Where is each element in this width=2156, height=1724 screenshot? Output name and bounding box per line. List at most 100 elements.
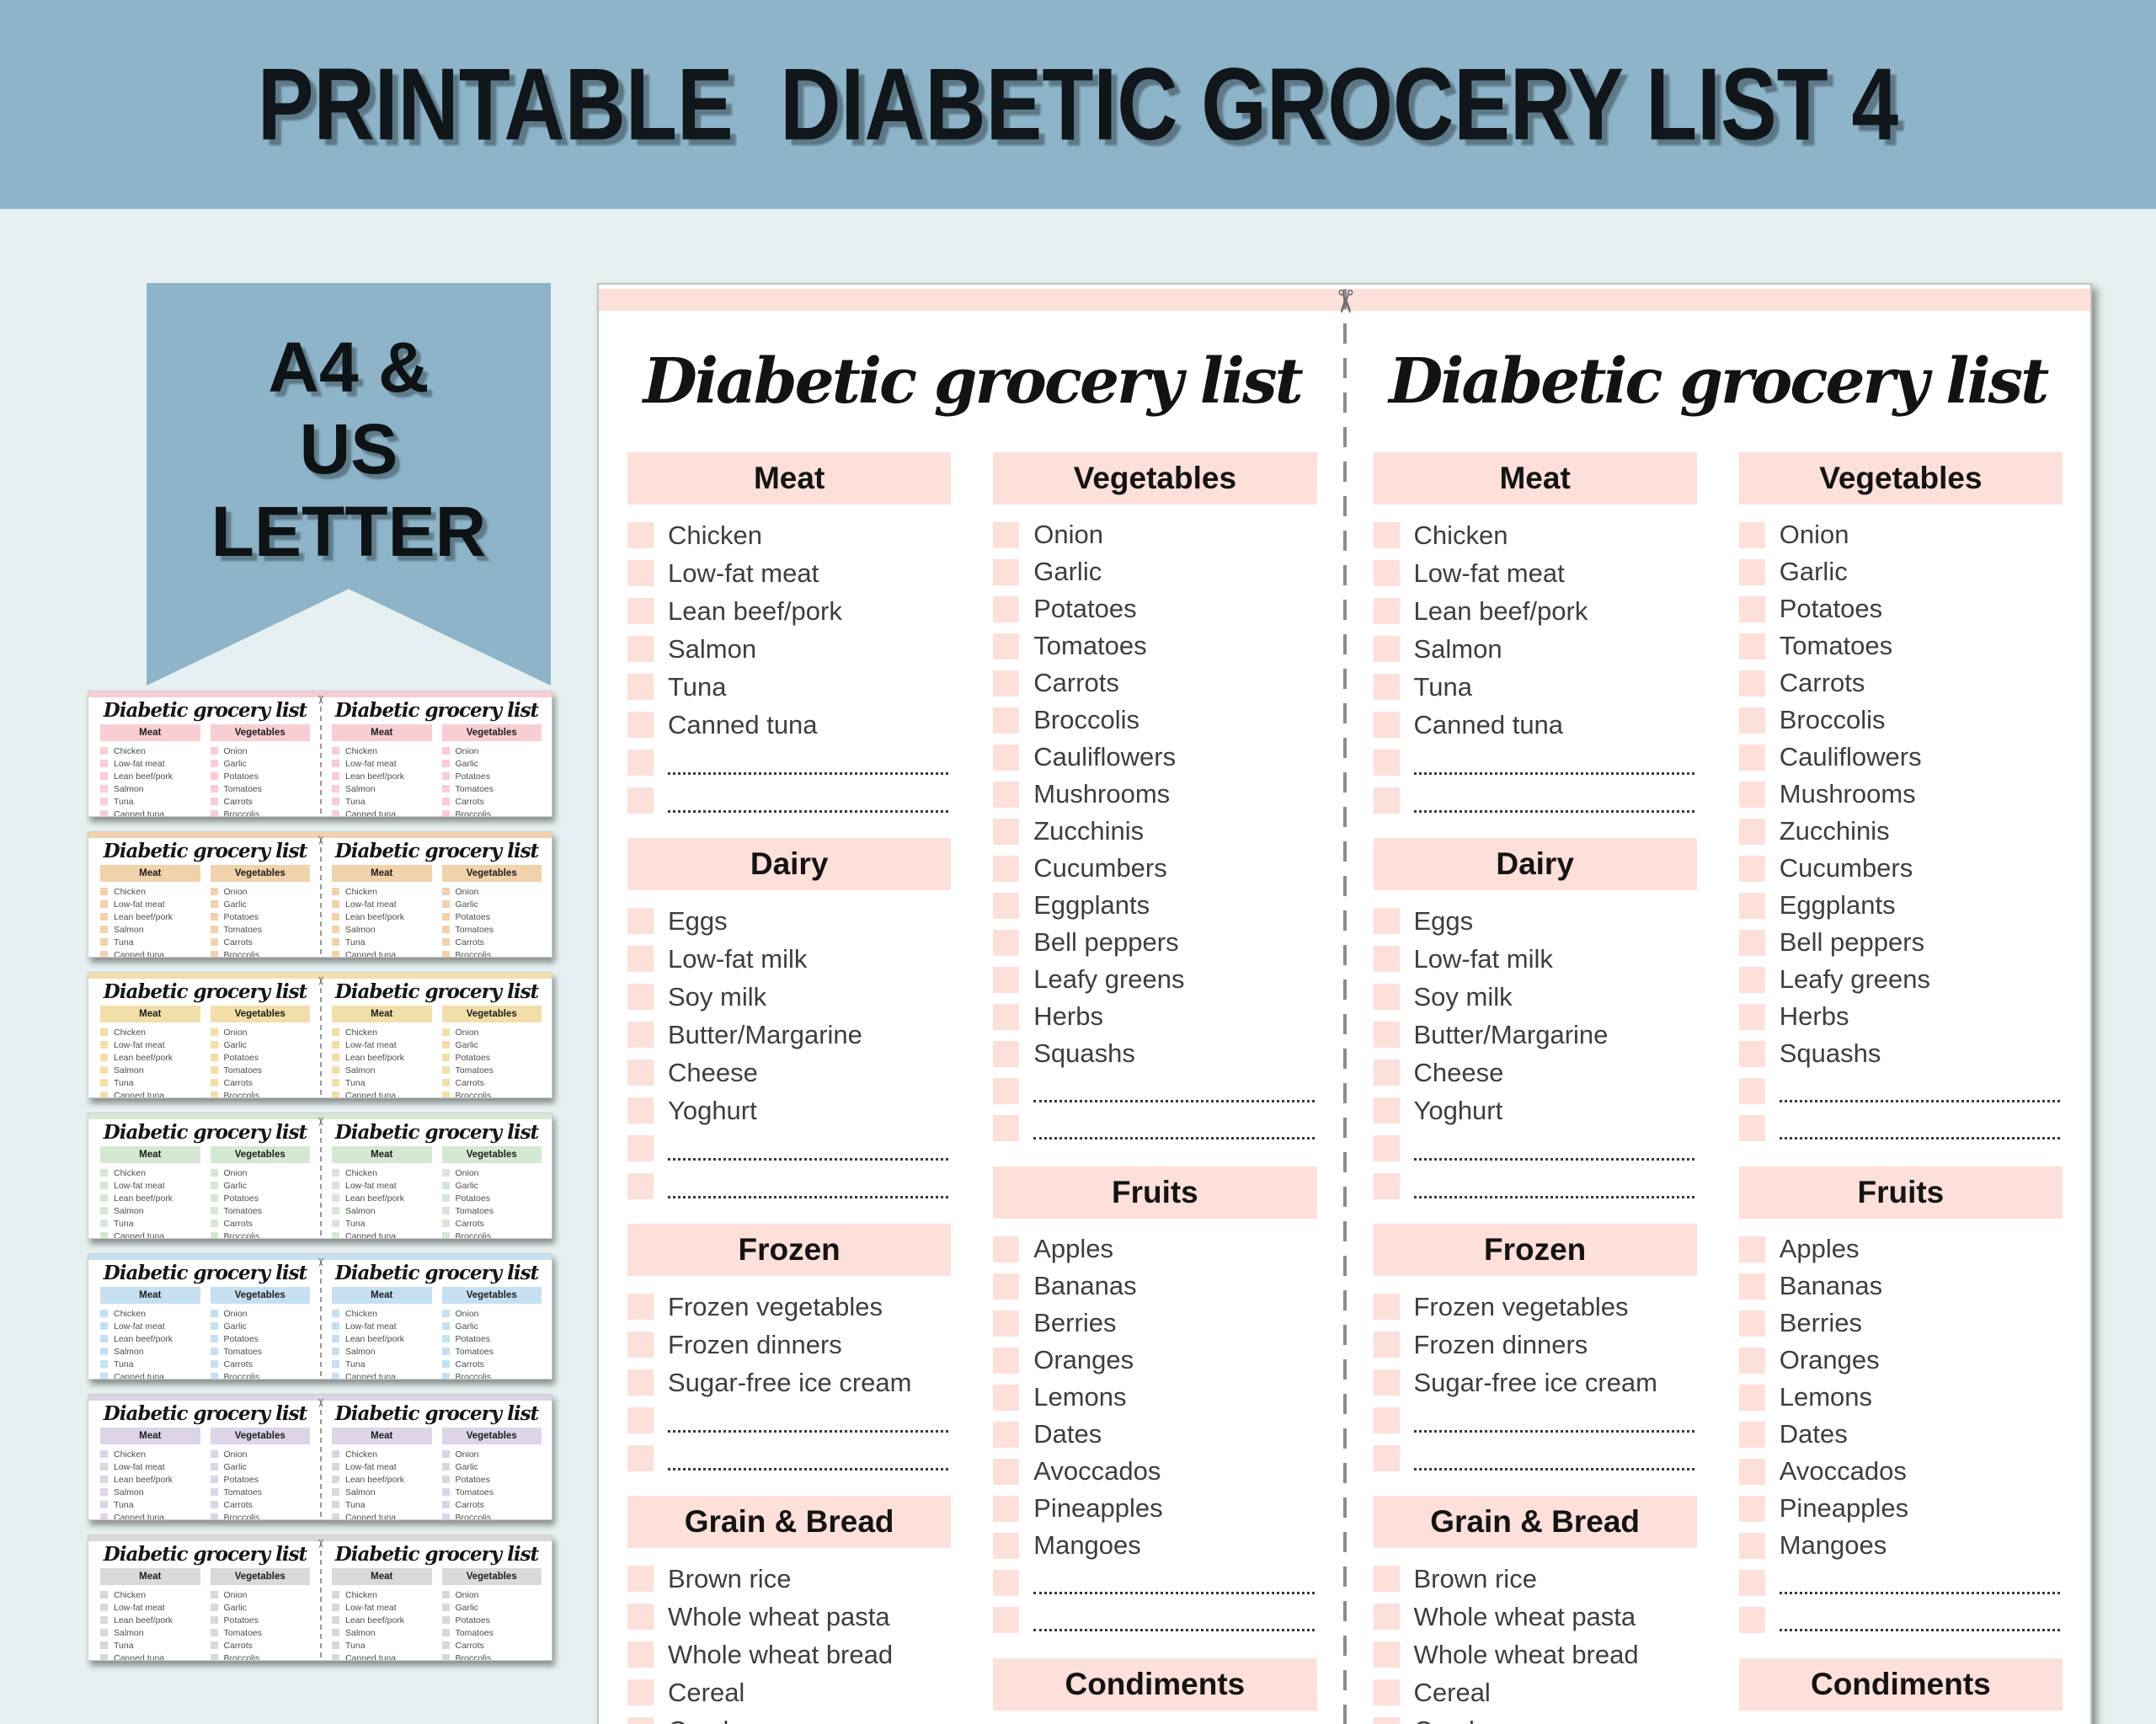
checkbox[interactable] (100, 1182, 108, 1189)
checkbox[interactable] (627, 560, 654, 586)
checkbox[interactable] (441, 798, 450, 805)
checkbox[interactable] (100, 1450, 108, 1458)
checkbox[interactable] (441, 1322, 450, 1330)
checkbox[interactable] (100, 1335, 108, 1342)
checkbox[interactable] (441, 1054, 450, 1061)
checkbox[interactable] (332, 1629, 339, 1636)
checkbox[interactable] (210, 1092, 218, 1097)
checkbox[interactable] (332, 1054, 339, 1061)
checkbox[interactable] (332, 1066, 339, 1074)
checkbox[interactable] (1738, 670, 1765, 697)
checkbox[interactable] (210, 1348, 218, 1355)
blank-write-line[interactable] (1779, 1592, 2060, 1594)
checkbox[interactable] (210, 1066, 218, 1074)
checkbox[interactable] (100, 926, 108, 933)
blank-write-line[interactable] (1033, 1629, 1315, 1631)
checkbox[interactable] (993, 595, 1020, 622)
checkbox[interactable] (993, 1569, 1020, 1596)
checkbox[interactable] (210, 1169, 218, 1177)
checkbox[interactable] (1738, 595, 1765, 622)
checkbox[interactable] (332, 1513, 339, 1519)
checkbox[interactable] (441, 1501, 450, 1508)
checkbox[interactable] (441, 1169, 450, 1177)
checkbox[interactable] (210, 1476, 218, 1483)
checkbox[interactable] (441, 900, 450, 908)
checkbox[interactable] (441, 1028, 450, 1036)
checkbox[interactable] (441, 1604, 450, 1611)
checkbox[interactable] (993, 929, 1020, 956)
checkbox[interactable] (210, 760, 218, 767)
checkbox[interactable] (627, 1059, 654, 1086)
checkbox[interactable] (100, 1028, 108, 1036)
checkbox[interactable] (332, 1232, 339, 1238)
checkbox[interactable] (441, 747, 450, 755)
checkbox[interactable] (210, 1220, 218, 1227)
checkbox[interactable] (1738, 855, 1765, 882)
checkbox[interactable] (627, 522, 654, 548)
checkbox[interactable] (627, 908, 654, 934)
checkbox[interactable] (100, 1220, 108, 1227)
checkbox[interactable] (332, 1360, 339, 1368)
checkbox[interactable] (100, 1476, 108, 1483)
checkbox[interactable] (993, 1310, 1020, 1337)
checkbox[interactable] (441, 1476, 450, 1483)
checkbox[interactable] (1373, 1135, 1400, 1161)
checkbox[interactable] (100, 785, 108, 793)
checkbox[interactable] (993, 1421, 1020, 1448)
checkbox[interactable] (1738, 1384, 1765, 1411)
checkbox[interactable] (332, 1079, 339, 1086)
checkbox[interactable] (993, 1495, 1020, 1522)
checkbox[interactable] (100, 951, 108, 957)
checkbox[interactable] (993, 1458, 1020, 1485)
checkbox[interactable] (993, 781, 1020, 808)
checkbox[interactable] (210, 1450, 218, 1458)
checkbox[interactable] (100, 1629, 108, 1636)
checkbox[interactable] (1373, 1022, 1400, 1048)
checkbox[interactable] (993, 1077, 1020, 1104)
blank-write-line[interactable] (668, 1430, 949, 1433)
checkbox[interactable] (1738, 1040, 1765, 1067)
checkbox[interactable] (210, 1054, 218, 1061)
checkbox[interactable] (332, 747, 339, 755)
checkbox[interactable] (1738, 1273, 1765, 1300)
checkbox[interactable] (441, 1591, 450, 1599)
checkbox[interactable] (993, 632, 1020, 659)
checkbox[interactable] (332, 1169, 339, 1177)
checkbox[interactable] (1373, 984, 1400, 1010)
checkbox[interactable] (1373, 522, 1400, 548)
checkbox[interactable] (1373, 1407, 1400, 1433)
checkbox[interactable] (1373, 1097, 1400, 1124)
checkbox[interactable] (332, 913, 339, 921)
checkbox[interactable] (441, 951, 450, 957)
blank-write-line[interactable] (668, 1196, 949, 1198)
checkbox[interactable] (627, 1369, 654, 1396)
checkbox[interactable] (100, 1310, 108, 1317)
checkbox[interactable] (100, 747, 108, 755)
checkbox[interactable] (441, 938, 450, 946)
checkbox[interactable] (332, 1092, 339, 1097)
checkbox[interactable] (1738, 1458, 1765, 1485)
checkbox[interactable] (210, 1041, 218, 1049)
checkbox[interactable] (332, 1450, 339, 1458)
checkbox[interactable] (627, 1641, 654, 1668)
checkbox[interactable] (210, 1182, 218, 1189)
checkbox[interactable] (100, 1641, 108, 1649)
checkbox[interactable] (210, 1591, 218, 1599)
checkbox[interactable] (100, 1348, 108, 1355)
blank-write-line[interactable] (1413, 1430, 1694, 1433)
blank-write-line[interactable] (1413, 1158, 1694, 1161)
checkbox[interactable] (627, 1135, 654, 1161)
checkbox[interactable] (210, 938, 218, 946)
checkbox[interactable] (1738, 707, 1765, 734)
checkbox[interactable] (1738, 632, 1765, 659)
checkbox[interactable] (332, 810, 339, 816)
checkbox[interactable] (210, 785, 218, 793)
checkbox[interactable] (441, 1641, 450, 1649)
checkbox[interactable] (210, 1079, 218, 1086)
checkbox[interactable] (1738, 558, 1765, 585)
checkbox[interactable] (210, 888, 218, 895)
checkbox[interactable] (1738, 1532, 1765, 1559)
checkbox[interactable] (993, 1606, 1020, 1633)
checkbox[interactable] (332, 1194, 339, 1202)
checkbox[interactable] (627, 598, 654, 624)
